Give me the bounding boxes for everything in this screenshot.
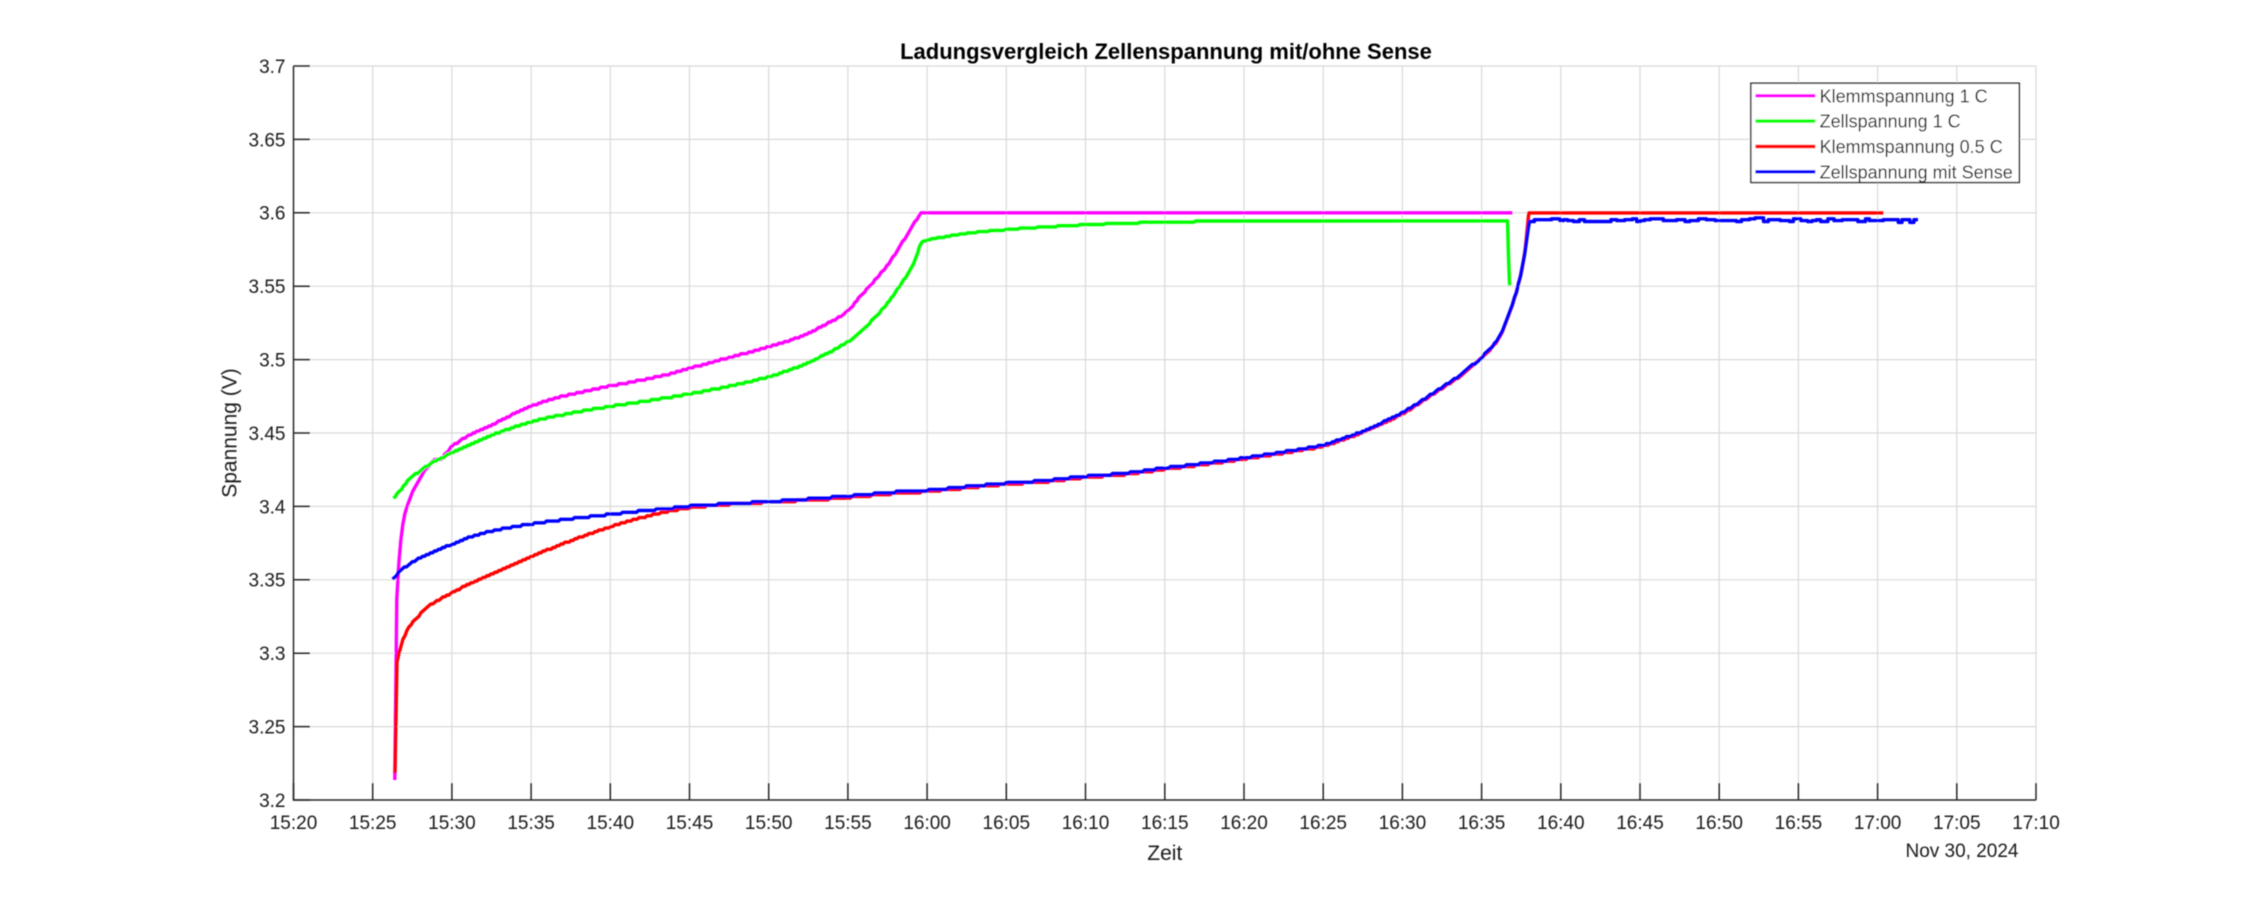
svg-text:16:30: 16:30 [1379, 813, 1427, 834]
svg-text:3.2: 3.2 [259, 791, 285, 812]
svg-text:3.55: 3.55 [249, 277, 286, 298]
svg-text:16:55: 16:55 [1775, 813, 1823, 834]
svg-text:3.45: 3.45 [249, 424, 286, 445]
svg-text:16:40: 16:40 [1537, 813, 1585, 834]
svg-text:Klemmspannung 0.5 C: Klemmspannung 0.5 C [1820, 137, 2003, 157]
svg-text:3.3: 3.3 [259, 644, 285, 665]
svg-text:17:00: 17:00 [1854, 813, 1902, 834]
svg-text:15:50: 15:50 [745, 813, 793, 834]
svg-text:16:00: 16:00 [903, 813, 951, 834]
svg-text:16:35: 16:35 [1458, 813, 1506, 834]
svg-text:17:10: 17:10 [2012, 813, 2060, 834]
svg-text:15:45: 15:45 [666, 813, 714, 834]
svg-text:16:25: 16:25 [1299, 813, 1347, 834]
svg-text:16:05: 16:05 [983, 813, 1031, 834]
svg-text:Klemmspannung 1 C: Klemmspannung 1 C [1820, 86, 1988, 106]
svg-text:16:15: 16:15 [1141, 813, 1189, 834]
svg-text:16:50: 16:50 [1695, 813, 1743, 834]
svg-text:16:10: 16:10 [1062, 813, 1110, 834]
svg-text:15:40: 15:40 [587, 813, 635, 834]
svg-text:15:20: 15:20 [270, 813, 318, 834]
svg-text:16:45: 16:45 [1616, 813, 1664, 834]
svg-text:15:35: 15:35 [507, 813, 555, 834]
svg-text:3.65: 3.65 [249, 130, 286, 151]
svg-text:Zellspannung mit Sense: Zellspannung mit Sense [1820, 162, 2013, 182]
svg-text:16:20: 16:20 [1220, 813, 1268, 834]
svg-text:Zellspannung 1 C: Zellspannung 1 C [1820, 112, 1961, 132]
svg-text:15:30: 15:30 [428, 813, 476, 834]
svg-text:15:25: 15:25 [349, 813, 397, 834]
svg-text:Nov 30, 2024: Nov 30, 2024 [1905, 841, 2018, 862]
svg-text:Ladungsvergleich Zellenspannun: Ladungsvergleich Zellenspannung mit/ohne… [900, 39, 1432, 64]
svg-text:Spannung (V): Spannung (V) [219, 368, 242, 498]
svg-text:17:05: 17:05 [1933, 813, 1981, 834]
svg-text:15:55: 15:55 [824, 813, 872, 834]
svg-text:3.6: 3.6 [259, 204, 285, 225]
svg-text:Zeit: Zeit [1147, 842, 1182, 865]
svg-text:3.4: 3.4 [259, 497, 286, 518]
svg-text:3.5: 3.5 [259, 351, 285, 372]
svg-text:3.7: 3.7 [259, 57, 285, 78]
svg-text:3.35: 3.35 [249, 571, 286, 592]
svg-text:3.25: 3.25 [249, 718, 286, 739]
